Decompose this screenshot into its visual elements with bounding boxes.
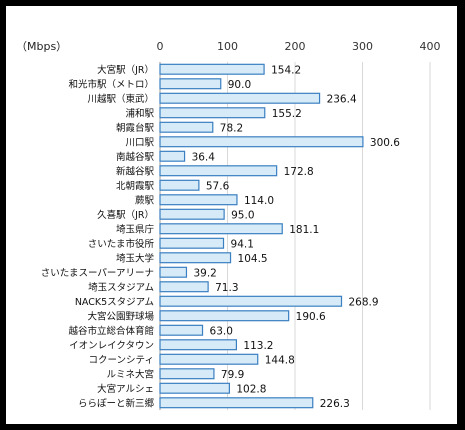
bar <box>159 324 204 336</box>
value-labels: 154.2 90.0 236.4 155.2 78.2 300.6 36.4 172.8 57.… <box>192 64 401 410</box>
category-label: イオンレイクタウン <box>69 340 154 351</box>
category-label: 埼玉大学 <box>116 252 154 264</box>
category-label: 久喜駅（JR） <box>97 209 154 221</box>
x-tick-label: 300 <box>352 40 373 53</box>
bar <box>159 368 215 380</box>
category-label: 南越谷駅 <box>116 151 155 163</box>
data-label: 113.2 <box>243 340 273 352</box>
category-label: 北朝霞駅 <box>116 181 155 192</box>
x-axis-ticks: 0 100 200 300 400 <box>157 40 441 53</box>
bar <box>159 353 259 365</box>
data-label: 181.1 <box>289 224 319 236</box>
bar <box>159 382 230 394</box>
category-label: ららぽーと新三郷 <box>78 397 155 409</box>
data-label: 39.2 <box>193 267 216 279</box>
data-label: 78.2 <box>220 122 243 134</box>
bar <box>159 281 209 293</box>
bar <box>159 223 283 235</box>
data-label: 236.4 <box>327 93 357 105</box>
category-label: 朝霞台駅 <box>116 122 155 134</box>
category-label: 川口駅 <box>125 137 154 148</box>
bar <box>159 136 364 148</box>
data-label: 154.2 <box>271 64 301 76</box>
category-label: さいたま市役所 <box>88 238 155 250</box>
bar <box>159 252 232 264</box>
data-label: 155.2 <box>272 108 302 120</box>
bar <box>159 63 265 75</box>
data-label: 102.8 <box>236 383 266 395</box>
category-label: 越谷市立総合体育館 <box>68 325 154 337</box>
bars <box>159 63 364 409</box>
category-label: 埼玉スタジアム <box>88 281 154 293</box>
category-labels: 大宮駅（JR） 和光市駅（メトロ） 川越駅（東武） 浦和駅朝霞台駅川口駅南越谷駅新越谷… <box>41 64 155 410</box>
bar <box>159 121 214 133</box>
bar <box>159 237 225 249</box>
data-label: 226.3 <box>320 398 350 410</box>
bar <box>159 179 200 191</box>
data-label: 268.9 <box>349 296 379 308</box>
category-label: 大宮アルシェ <box>97 383 154 395</box>
data-label: 57.6 <box>206 180 230 192</box>
data-label: 90.0 <box>228 79 251 91</box>
category-label: 浦和駅 <box>125 107 154 119</box>
data-label: 95.0 <box>231 209 254 221</box>
bar <box>159 92 321 104</box>
bar <box>159 339 238 351</box>
bar <box>159 266 188 278</box>
category-label: 蕨駅 <box>135 194 155 206</box>
category-label: 埼玉県庁 <box>116 223 155 235</box>
bar <box>159 208 225 220</box>
data-label: 63.0 <box>210 325 233 337</box>
grid-layer <box>159 62 431 410</box>
bar-chart: 0 100 200 300 400 （Mbps） 大宮駅（JR） 和光市駅（メトロ） 川越駅… <box>16 40 441 410</box>
data-label: 36.4 <box>192 151 216 163</box>
data-label: 114.0 <box>244 195 274 207</box>
category-label: コクーンシティ <box>89 355 154 366</box>
x-tick-label: 200 <box>285 40 306 53</box>
bar <box>159 397 314 409</box>
category-label: 新越谷駅 <box>116 165 155 177</box>
bar <box>159 78 222 90</box>
bar <box>159 194 238 206</box>
category-label: さいたまスーパーアリーナ <box>41 268 154 279</box>
category-label: 川越駅（東武） <box>87 93 154 105</box>
bar <box>159 150 186 162</box>
x-tick-label: 0 <box>157 40 164 53</box>
category-label: NACK5スタジアム <box>75 297 154 308</box>
bar <box>159 107 266 119</box>
data-label: 144.8 <box>265 354 295 366</box>
data-label: 104.5 <box>238 253 268 265</box>
data-label: 172.8 <box>284 166 314 178</box>
bar <box>159 165 278 177</box>
data-label: 71.3 <box>215 282 238 294</box>
category-label: ルミネ大宮 <box>106 368 154 380</box>
data-label: 190.6 <box>296 311 326 323</box>
data-label: 94.1 <box>231 238 254 250</box>
x-tick-label: 400 <box>420 40 441 53</box>
x-tick-label: 100 <box>217 40 238 53</box>
category-label: 和光市駅（メトロ） <box>68 78 154 90</box>
category-label: 大宮公園野球場 <box>87 310 154 322</box>
chart-frame: 0 100 200 300 400 （Mbps） 大宮駅（JR） 和光市駅（メトロ） 川越駅… <box>6 6 457 424</box>
data-label: 300.6 <box>370 137 400 149</box>
data-label: 79.9 <box>221 369 244 381</box>
bar <box>159 295 343 307</box>
category-label: 大宮駅（JR） <box>97 64 154 76</box>
bar <box>159 310 290 322</box>
unit-label: （Mbps） <box>16 40 67 53</box>
